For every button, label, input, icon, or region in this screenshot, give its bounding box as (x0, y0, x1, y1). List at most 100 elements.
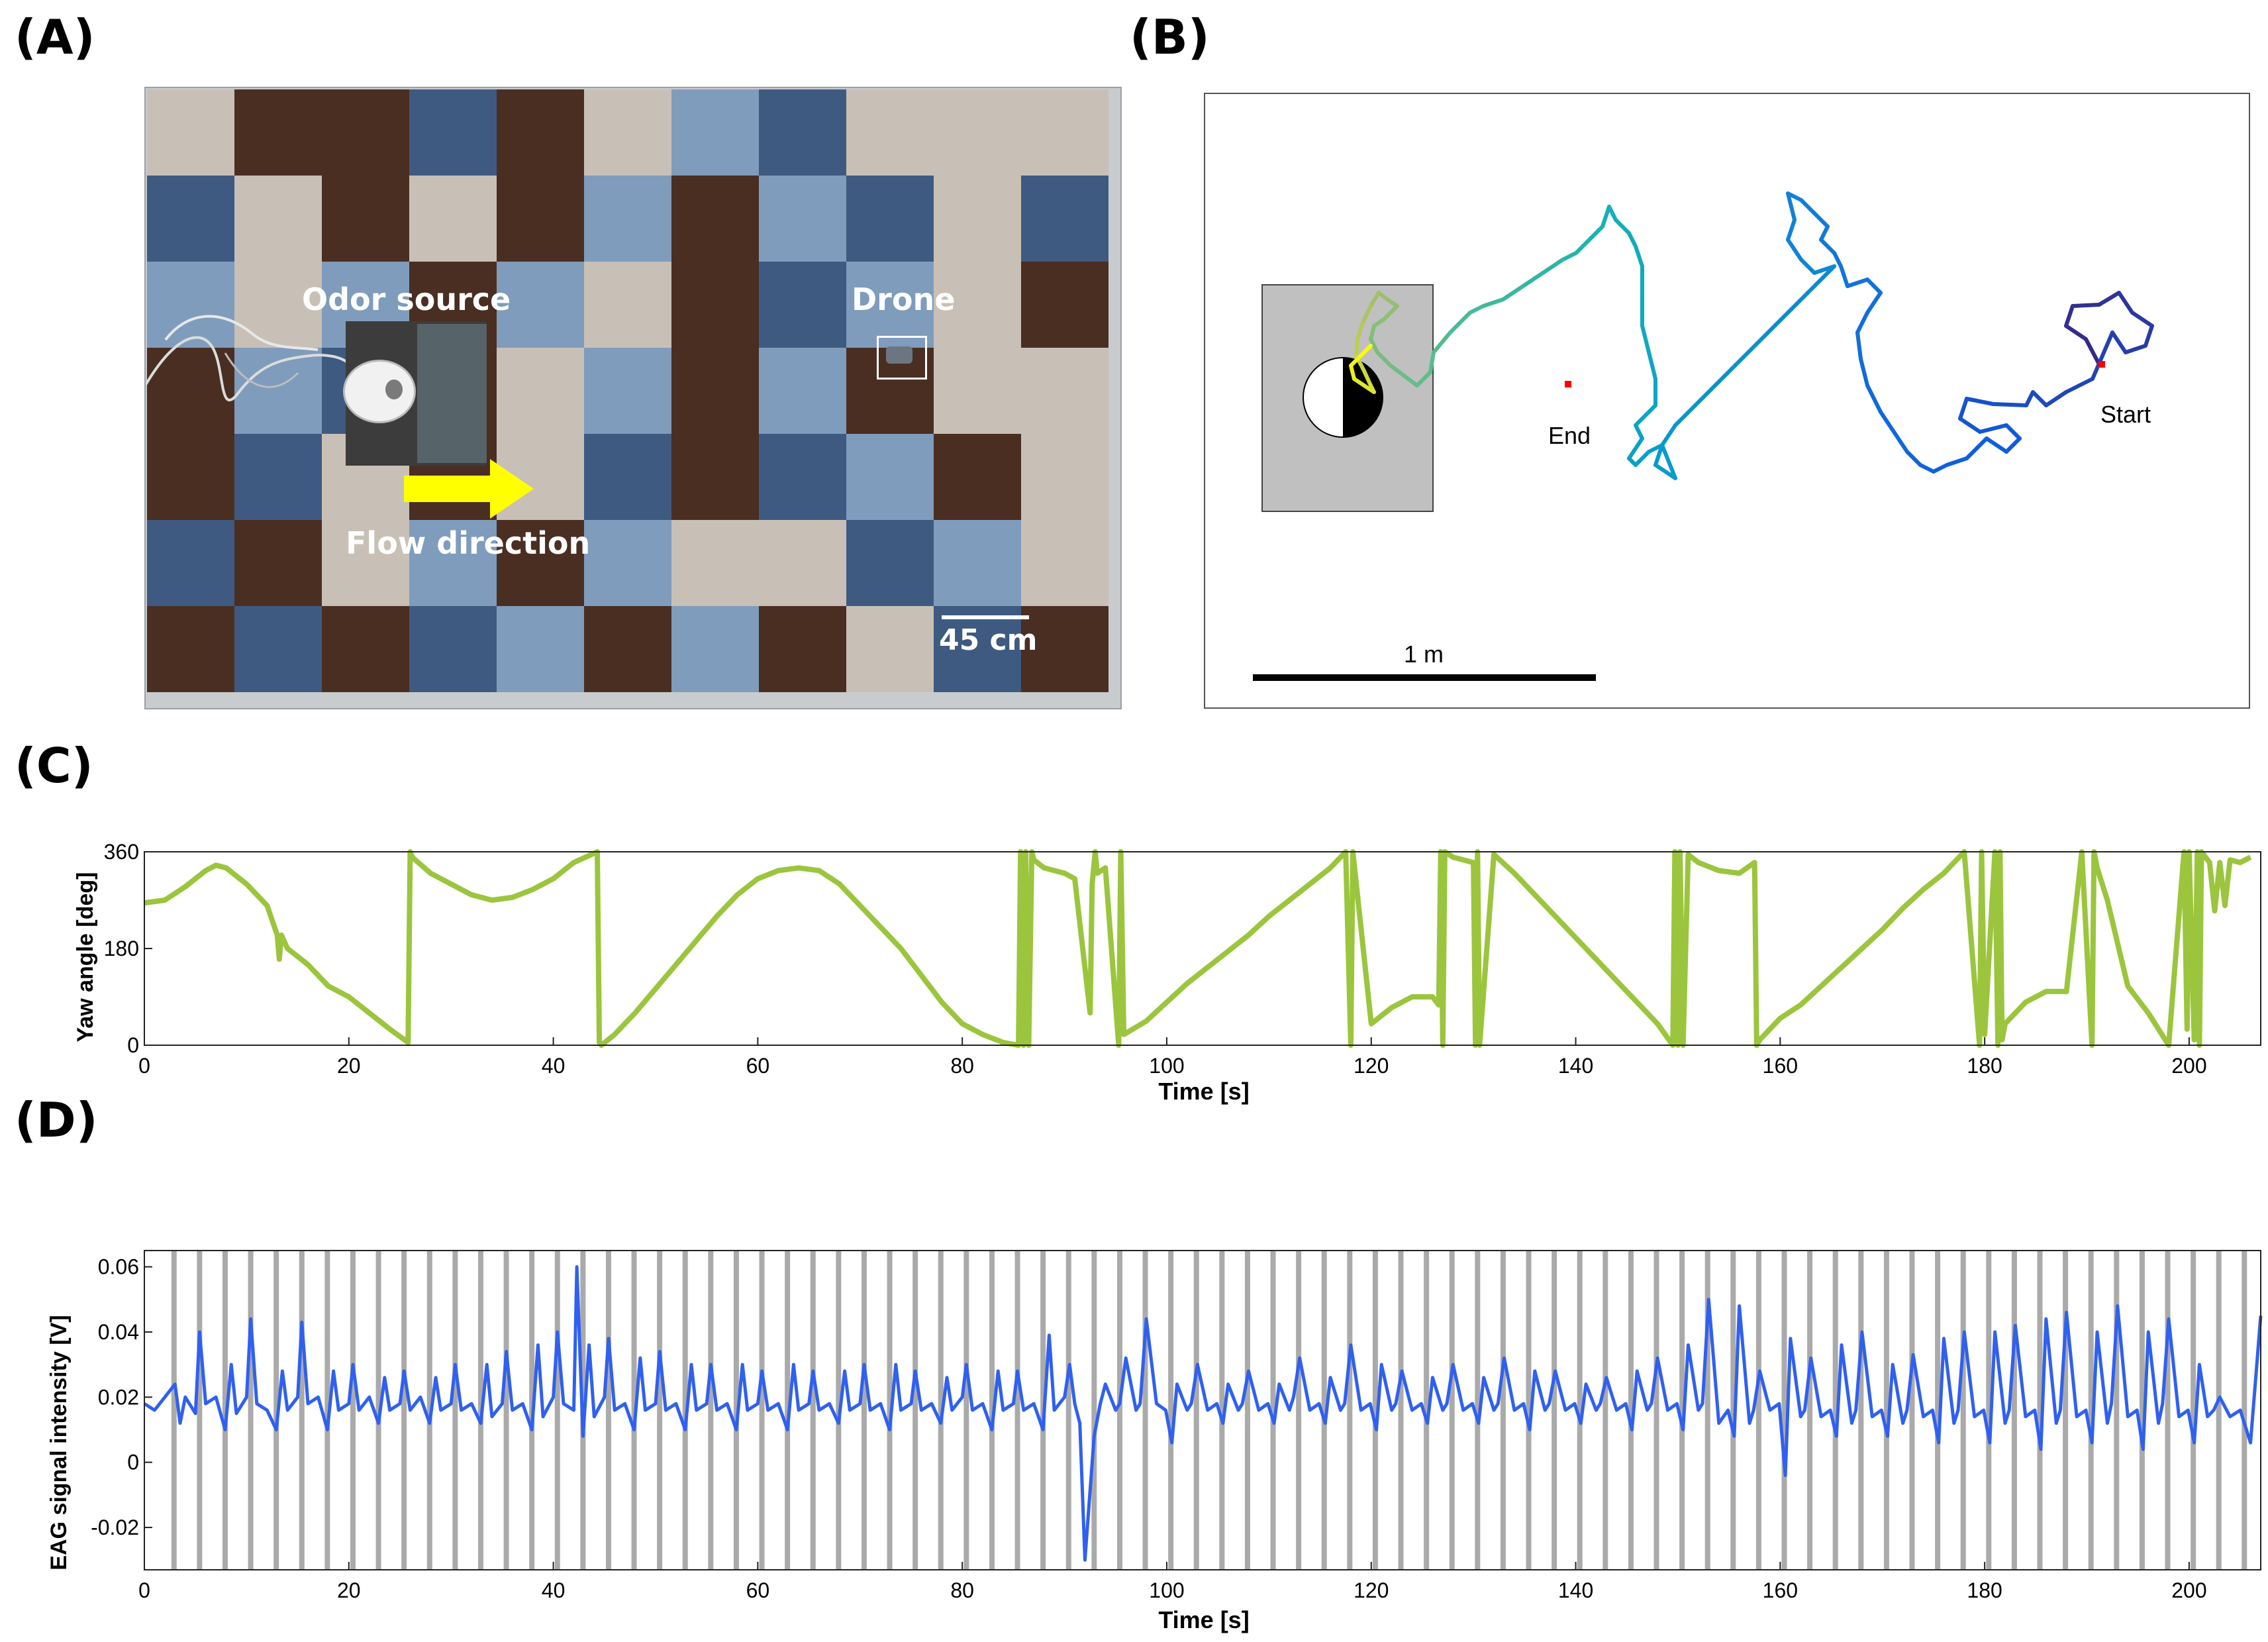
y-tick-label: 180 (104, 937, 139, 960)
floor-tile (846, 89, 934, 176)
flow-direction-label: Flow direction (346, 525, 591, 561)
trajectory-segment (1402, 374, 1419, 387)
x-tick-label: 120 (1354, 1578, 1389, 1602)
floor-tile (671, 262, 759, 348)
panel-label-b: (B) (1130, 9, 1210, 65)
end-marker (1565, 381, 1571, 387)
yaw-y-axis-label: Yaw angle [deg] (73, 872, 98, 1043)
yaw-angle-chart: 0 20 40 60 80 100 120 140 160 180 200 0 180 360 Time … (73, 840, 2261, 1105)
trajectory-segment (1521, 271, 1545, 288)
fan-hub-icon (385, 380, 403, 399)
trajectory-segment (1839, 264, 1849, 288)
floor-tile (759, 520, 846, 606)
trajectory-segment (1349, 354, 1363, 368)
floor-tile (1021, 262, 1109, 348)
floor-tile (671, 606, 759, 692)
floor-tile (234, 262, 322, 348)
x-tick-label: 200 (2171, 1578, 2206, 1602)
trajectory-segment (1733, 337, 1763, 368)
trajectory-segment (1634, 423, 1644, 440)
floor-tile (671, 348, 759, 434)
x-tick-label: 40 (542, 1578, 566, 1602)
trajectory-segment (1991, 402, 2028, 407)
trajectory-segment (1468, 304, 1485, 315)
trajectory-segment (1855, 331, 1863, 361)
trajectory-segment (1799, 258, 1816, 275)
floor-tile (147, 89, 234, 176)
y-tick-label: 0 (127, 1451, 139, 1474)
x-tick-label: 80 (950, 1054, 974, 1078)
x-tick-label: 20 (337, 1054, 361, 1078)
cables (146, 315, 352, 401)
floor-tile (234, 434, 322, 520)
floor-tile (147, 606, 234, 692)
floor-tile (1021, 520, 1109, 606)
drone-label: Drone (852, 282, 956, 317)
eag-signal-chart: 0 20 40 60 80 100 120 140 160 180 200 -0.02 0 0.02 0.0… (46, 1250, 2263, 1633)
trajectory-segment (1660, 423, 1677, 447)
trajectory-segment (1786, 218, 1797, 242)
drone-icon (886, 346, 912, 364)
floor-tile (497, 262, 584, 348)
x-tick-label: 60 (746, 1578, 770, 1602)
scale-bar-45cm (942, 615, 1029, 619)
trajectory-plot: Start End 1 m (1253, 191, 2154, 681)
trajectory-segment (1614, 218, 1631, 235)
floor-tile (1021, 176, 1109, 262)
x-tick-label: 0 (138, 1054, 150, 1078)
floor-tile (846, 434, 934, 520)
trajectory-segment (1647, 350, 1657, 381)
trajectory-segment (1819, 238, 1836, 255)
floor-tile (934, 89, 1021, 176)
x-tick-label: 60 (746, 1054, 770, 1078)
trajectory-segment (1945, 456, 1969, 467)
floor-tile (934, 606, 1021, 692)
trajectory-segment (1369, 324, 1376, 341)
panel-label-d: (D) (15, 1092, 98, 1148)
trajectory-segment (1660, 443, 1677, 480)
trajectory-segment (1832, 251, 1843, 268)
odor-source-frame (417, 324, 487, 463)
trajectory-segment (1647, 443, 1664, 454)
trajectory-segment (1601, 205, 1611, 229)
floor-tile (497, 89, 584, 176)
trajectory-segment (1958, 397, 1969, 421)
floor-tile (846, 606, 934, 692)
trajectory-segment (1385, 297, 1399, 308)
trajectory-path (1349, 191, 2154, 480)
floor-tile (934, 520, 1021, 606)
floor-tile (322, 89, 409, 176)
floor-tile (759, 606, 846, 692)
x-tick-label: 160 (1763, 1054, 1798, 1078)
trajectory-segment (1958, 417, 1982, 434)
y-tick-label: 0.06 (98, 1255, 139, 1279)
floor-tile (759, 434, 846, 520)
panel-label-c: (C) (15, 738, 93, 794)
trajectory-segment (2124, 344, 2147, 354)
trajectory-segment (1819, 225, 1830, 242)
trajectory-segment (1693, 384, 1717, 407)
floor-tile (147, 262, 234, 348)
scale-label-1m: 1 m (1404, 641, 1444, 668)
eag-axes: 0 20 40 60 80 100 120 140 160 180 200 -0.02 0 0.02 0.0… (91, 1250, 2261, 1602)
x-tick-label: 20 (337, 1578, 361, 1602)
x-tick-label: 40 (542, 1054, 566, 1078)
trajectory-segment (1349, 364, 1356, 381)
floor-tile (584, 89, 671, 176)
floor-tile (671, 89, 759, 176)
x-tick-label: 140 (1558, 1054, 1593, 1078)
trajectory-segment (1501, 284, 1525, 301)
trajectory-segment (1653, 463, 1677, 480)
x-tick-label: 100 (1149, 1054, 1184, 1078)
y-tick-label: -0.02 (91, 1515, 139, 1539)
eag-plot-area (143, 1251, 2263, 1570)
eag-x-axis-label: Time [s] (1158, 1606, 1249, 1633)
trajectory-segment (1918, 463, 1936, 474)
start-label: Start (2100, 401, 2151, 428)
floor-tile (671, 520, 759, 606)
trajectory-segment (1640, 324, 1651, 354)
floor-tile (409, 176, 497, 262)
trajectory-segment (1359, 344, 1373, 358)
trajectory-segment (1932, 463, 1949, 474)
trajectory-segment (1634, 450, 1651, 467)
